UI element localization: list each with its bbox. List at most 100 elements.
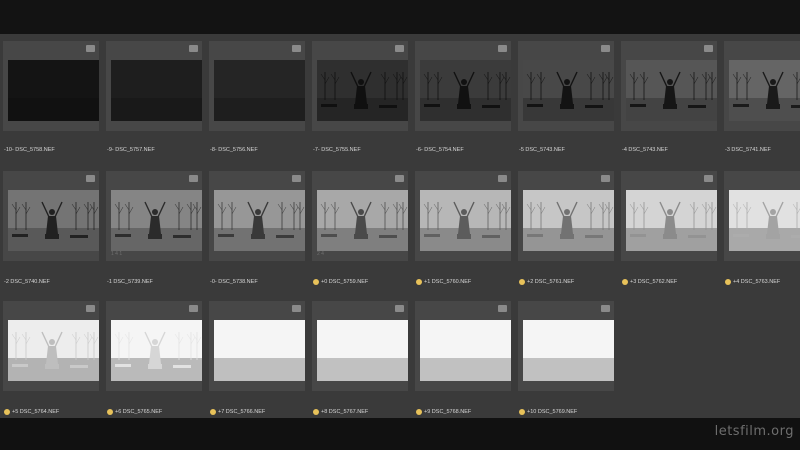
file-name-label: +8 DSC_5767.NEF bbox=[321, 409, 369, 415]
thumbnail-cell[interactable] bbox=[3, 171, 99, 261]
color-label-icon[interactable] bbox=[416, 409, 422, 415]
thumbnail-image bbox=[8, 60, 99, 121]
thumbnail-cell[interactable]: 1 4 1 bbox=[106, 171, 202, 261]
thumbnail-caption: +5 DSC_5764.NEF bbox=[4, 407, 59, 417]
thumbnail-caption: +9 DSC_5768.NEF bbox=[416, 407, 471, 417]
color-label-icon[interactable] bbox=[210, 409, 216, 415]
thumbnail-caption: -3 DSC_5741.NEF bbox=[725, 145, 771, 155]
thumbnail-cell[interactable] bbox=[209, 41, 305, 131]
thumbnail-caption: -5 DSC_5743.NEF bbox=[519, 145, 565, 155]
thumbnail-cell[interactable] bbox=[415, 301, 511, 391]
thumbnail-cell[interactable] bbox=[415, 41, 511, 131]
file-name-label: +10 DSC_5769.NEF bbox=[527, 409, 578, 415]
thumbnail-image bbox=[626, 60, 717, 121]
raw-badge-icon bbox=[704, 45, 713, 52]
thumbnail-cell[interactable] bbox=[724, 171, 800, 261]
thumbnail-cell[interactable] bbox=[621, 41, 717, 131]
thumbnail-cell[interactable] bbox=[3, 41, 99, 131]
color-label-icon[interactable] bbox=[622, 279, 628, 285]
thumbnail-caption: +4 DSC_5763.NEF bbox=[725, 277, 780, 287]
file-name-label: -1 DSC_5739.NEF bbox=[107, 279, 153, 285]
thumbnail-image bbox=[317, 320, 408, 381]
thumbnail-meta: 1 4 1 bbox=[111, 251, 123, 257]
raw-badge-icon bbox=[395, 45, 404, 52]
file-name-label: +0 DSC_5759.NEF bbox=[321, 279, 369, 285]
file-name-label: -10- DSC_5758.NEF bbox=[4, 147, 55, 153]
thumbnail-image bbox=[523, 320, 614, 381]
raw-badge-icon bbox=[189, 45, 198, 52]
raw-badge-icon bbox=[395, 305, 404, 312]
raw-badge-icon bbox=[86, 45, 95, 52]
thumbnail-cell[interactable] bbox=[621, 171, 717, 261]
file-name-label: -8- DSC_5756.NEF bbox=[210, 147, 258, 153]
color-label-icon[interactable] bbox=[519, 409, 525, 415]
color-label-icon[interactable] bbox=[725, 279, 731, 285]
thumbnail-cell[interactable] bbox=[518, 301, 614, 391]
file-name-label: +7 DSC_5766.NEF bbox=[218, 409, 266, 415]
thumbnail-cell[interactable] bbox=[209, 301, 305, 391]
thumbnail-caption: -0- DSC_5738.NEF bbox=[210, 277, 258, 287]
color-label-icon[interactable] bbox=[519, 279, 525, 285]
raw-badge-icon bbox=[704, 175, 713, 182]
thumbnail-grid: 1 4 1 2 4 bbox=[0, 34, 800, 418]
thumbnail-cell[interactable] bbox=[724, 41, 800, 131]
thumbnail-caption: +8 DSC_5767.NEF bbox=[313, 407, 368, 417]
file-name-label: -5 DSC_5743.NEF bbox=[519, 147, 565, 153]
thumbnail-image bbox=[8, 190, 99, 251]
thumbnail-image bbox=[111, 60, 202, 121]
thumbnail-caption: +0 DSC_5759.NEF bbox=[313, 277, 368, 287]
thumbnail-cell[interactable] bbox=[312, 41, 408, 131]
thumbnail-image bbox=[317, 60, 408, 121]
raw-badge-icon bbox=[601, 175, 610, 182]
thumbnail-caption: -10- DSC_5758.NEF bbox=[4, 145, 55, 155]
thumbnail-caption: +7 DSC_5766.NEF bbox=[210, 407, 265, 417]
raw-badge-icon bbox=[292, 305, 301, 312]
color-label-icon[interactable] bbox=[313, 409, 319, 415]
thumbnail-cell[interactable] bbox=[312, 301, 408, 391]
thumbnail-caption: +6 DSC_5765.NEF bbox=[107, 407, 162, 417]
thumbnail-cell[interactable] bbox=[415, 171, 511, 261]
thumbnail-caption: +2 DSC_5761.NEF bbox=[519, 277, 574, 287]
file-name-label: +6 DSC_5765.NEF bbox=[115, 409, 163, 415]
thumbnail-caption: -9- DSC_5757.NEF bbox=[107, 145, 155, 155]
thumbnail-caption: -8- DSC_5756.NEF bbox=[210, 145, 258, 155]
thumbnail-caption: -2 DSC_5740.NEF bbox=[4, 277, 50, 287]
thumbnail-cell[interactable] bbox=[106, 41, 202, 131]
thumbnail-caption: -1 DSC_5739.NEF bbox=[107, 277, 153, 287]
file-name-label: +2 DSC_5761.NEF bbox=[527, 279, 575, 285]
thumbnail-cell[interactable] bbox=[518, 171, 614, 261]
thumbnail-meta: 2 4 bbox=[317, 251, 324, 257]
file-name-label: +5 DSC_5764.NEF bbox=[12, 409, 60, 415]
thumbnail-caption: +10 DSC_5769.NEF bbox=[519, 407, 577, 417]
thumbnail-image bbox=[8, 320, 99, 381]
bottom-bar bbox=[0, 418, 800, 450]
file-name-label: -3 DSC_5741.NEF bbox=[725, 147, 771, 153]
thumbnail-cell[interactable] bbox=[518, 41, 614, 131]
file-name-label: -4 DSC_5743.NEF bbox=[622, 147, 668, 153]
raw-badge-icon bbox=[189, 305, 198, 312]
raw-badge-icon bbox=[86, 175, 95, 182]
thumbnail-caption: -6- DSC_5754.NEF bbox=[416, 145, 464, 155]
color-label-icon[interactable] bbox=[313, 279, 319, 285]
raw-badge-icon bbox=[86, 305, 95, 312]
thumbnail-image bbox=[214, 320, 305, 381]
thumbnail-image bbox=[111, 190, 202, 251]
top-toolbar bbox=[0, 0, 800, 34]
color-label-icon[interactable] bbox=[107, 409, 113, 415]
file-name-label: +4 DSC_5763.NEF bbox=[733, 279, 781, 285]
raw-badge-icon bbox=[292, 175, 301, 182]
thumbnail-cell[interactable]: 2 4 bbox=[312, 171, 408, 261]
thumbnail-cell[interactable] bbox=[106, 301, 202, 391]
thumbnail-image bbox=[317, 190, 408, 251]
color-label-icon[interactable] bbox=[4, 409, 10, 415]
thumbnail-cell[interactable] bbox=[209, 171, 305, 261]
raw-badge-icon bbox=[498, 45, 507, 52]
color-label-icon[interactable] bbox=[416, 279, 422, 285]
file-name-label: +1 DSC_5760.NEF bbox=[424, 279, 472, 285]
raw-badge-icon bbox=[189, 175, 198, 182]
thumbnail-image bbox=[420, 60, 511, 121]
raw-badge-icon bbox=[498, 175, 507, 182]
thumbnail-caption: -4 DSC_5743.NEF bbox=[622, 145, 668, 155]
thumbnail-cell[interactable] bbox=[3, 301, 99, 391]
raw-badge-icon bbox=[395, 175, 404, 182]
